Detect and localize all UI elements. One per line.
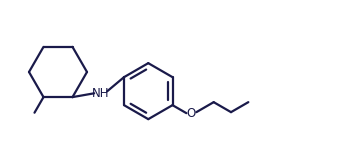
Text: NH: NH <box>91 87 109 100</box>
Text: O: O <box>187 107 196 120</box>
